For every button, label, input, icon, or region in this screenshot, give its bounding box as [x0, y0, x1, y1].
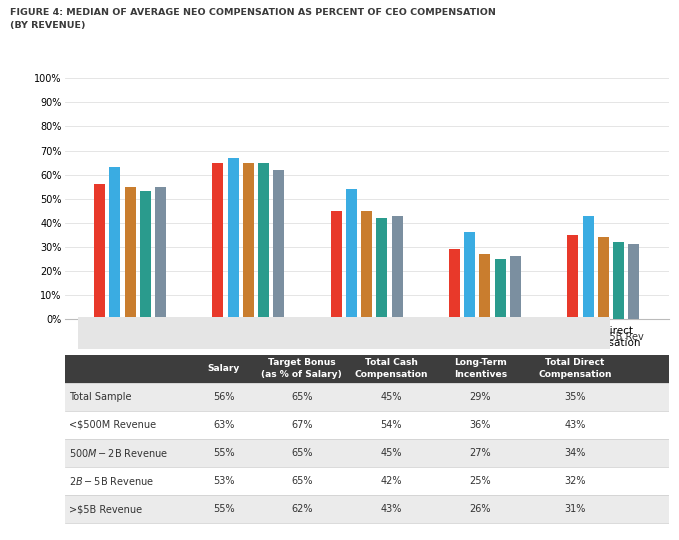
- Text: 29%: 29%: [469, 392, 491, 402]
- Bar: [568, 235, 579, 319]
- Text: 54%: 54%: [380, 420, 402, 430]
- Text: Total Cash
Compensation: Total Cash Compensation: [354, 359, 428, 379]
- Text: 42%: 42%: [380, 476, 402, 486]
- Text: 56%: 56%: [213, 392, 235, 402]
- Text: 45%: 45%: [380, 448, 402, 458]
- Text: 55%: 55%: [213, 504, 235, 515]
- Text: < $500M Rev: < $500M Rev: [242, 332, 308, 342]
- Bar: [331, 211, 342, 319]
- Text: 45%: 45%: [380, 392, 402, 402]
- FancyBboxPatch shape: [89, 332, 117, 346]
- FancyBboxPatch shape: [65, 355, 669, 383]
- Text: Total Direct
Compensation: Total Direct Compensation: [538, 359, 612, 379]
- Text: > $5B Rev: > $5B Rev: [592, 332, 644, 342]
- Bar: [479, 254, 490, 319]
- Text: 62%: 62%: [291, 504, 312, 515]
- Bar: [376, 218, 387, 319]
- Bar: [258, 163, 269, 319]
- Text: 67%: 67%: [291, 420, 312, 430]
- Bar: [449, 249, 460, 319]
- Bar: [273, 170, 285, 319]
- Bar: [510, 256, 521, 319]
- FancyBboxPatch shape: [65, 383, 669, 411]
- Bar: [464, 232, 475, 319]
- Bar: [155, 187, 166, 319]
- Text: 36%: 36%: [470, 420, 491, 430]
- Text: Total Sample: Total Sample: [127, 332, 189, 342]
- Text: 55%: 55%: [213, 448, 235, 458]
- Text: 31%: 31%: [564, 504, 585, 515]
- Text: 63%: 63%: [213, 420, 235, 430]
- Text: 65%: 65%: [291, 448, 312, 458]
- Bar: [94, 184, 105, 319]
- Text: $500M- $2B Revenue: $500M- $2B Revenue: [69, 447, 168, 459]
- Bar: [598, 237, 609, 319]
- Text: 65%: 65%: [291, 476, 312, 486]
- Text: Target Bonus
(as % of Salary): Target Bonus (as % of Salary): [261, 359, 342, 379]
- Text: 25%: 25%: [469, 476, 491, 486]
- Text: 43%: 43%: [380, 504, 402, 515]
- FancyBboxPatch shape: [65, 495, 669, 523]
- Text: Long-Term
Incentives: Long-Term Incentives: [454, 359, 507, 379]
- Bar: [613, 242, 624, 319]
- Bar: [243, 163, 254, 319]
- Bar: [227, 158, 238, 319]
- FancyBboxPatch shape: [325, 332, 353, 346]
- Bar: [392, 215, 403, 319]
- Text: 32%: 32%: [564, 476, 585, 486]
- Text: 43%: 43%: [564, 420, 585, 430]
- Bar: [361, 211, 372, 319]
- FancyBboxPatch shape: [65, 467, 669, 495]
- Text: 35%: 35%: [564, 392, 585, 402]
- Text: 34%: 34%: [564, 448, 585, 458]
- Bar: [109, 167, 120, 319]
- Text: $500M- $2B Rev: $500M- $2B Rev: [363, 331, 438, 343]
- Text: 65%: 65%: [291, 392, 312, 402]
- FancyBboxPatch shape: [554, 332, 583, 346]
- Bar: [140, 192, 151, 319]
- FancyBboxPatch shape: [65, 411, 669, 439]
- Bar: [495, 259, 506, 319]
- Text: $2B- $5B Rev: $2B- $5B Rev: [483, 331, 545, 343]
- FancyBboxPatch shape: [65, 439, 669, 467]
- Bar: [346, 189, 357, 319]
- Text: (BY REVENUE): (BY REVENUE): [10, 21, 86, 30]
- Text: 26%: 26%: [469, 504, 491, 515]
- Bar: [628, 245, 639, 319]
- FancyBboxPatch shape: [204, 332, 232, 346]
- Text: Salary: Salary: [208, 364, 240, 373]
- Bar: [213, 163, 223, 319]
- Text: 27%: 27%: [469, 448, 491, 458]
- Text: Total Sample: Total Sample: [69, 392, 132, 402]
- Text: FIGURE 4: MEDIAN OF AVERAGE NEO COMPENSATION AS PERCENT OF CEO COMPENSATION: FIGURE 4: MEDIAN OF AVERAGE NEO COMPENSA…: [10, 8, 496, 17]
- Text: <$500M Revenue: <$500M Revenue: [69, 420, 156, 430]
- FancyBboxPatch shape: [445, 332, 474, 346]
- Text: >$5B Revenue: >$5B Revenue: [69, 504, 143, 515]
- Text: $2B-$5B Revenue: $2B-$5B Revenue: [69, 475, 155, 487]
- Text: 53%: 53%: [213, 476, 235, 486]
- Bar: [583, 215, 593, 319]
- Bar: [124, 187, 136, 319]
